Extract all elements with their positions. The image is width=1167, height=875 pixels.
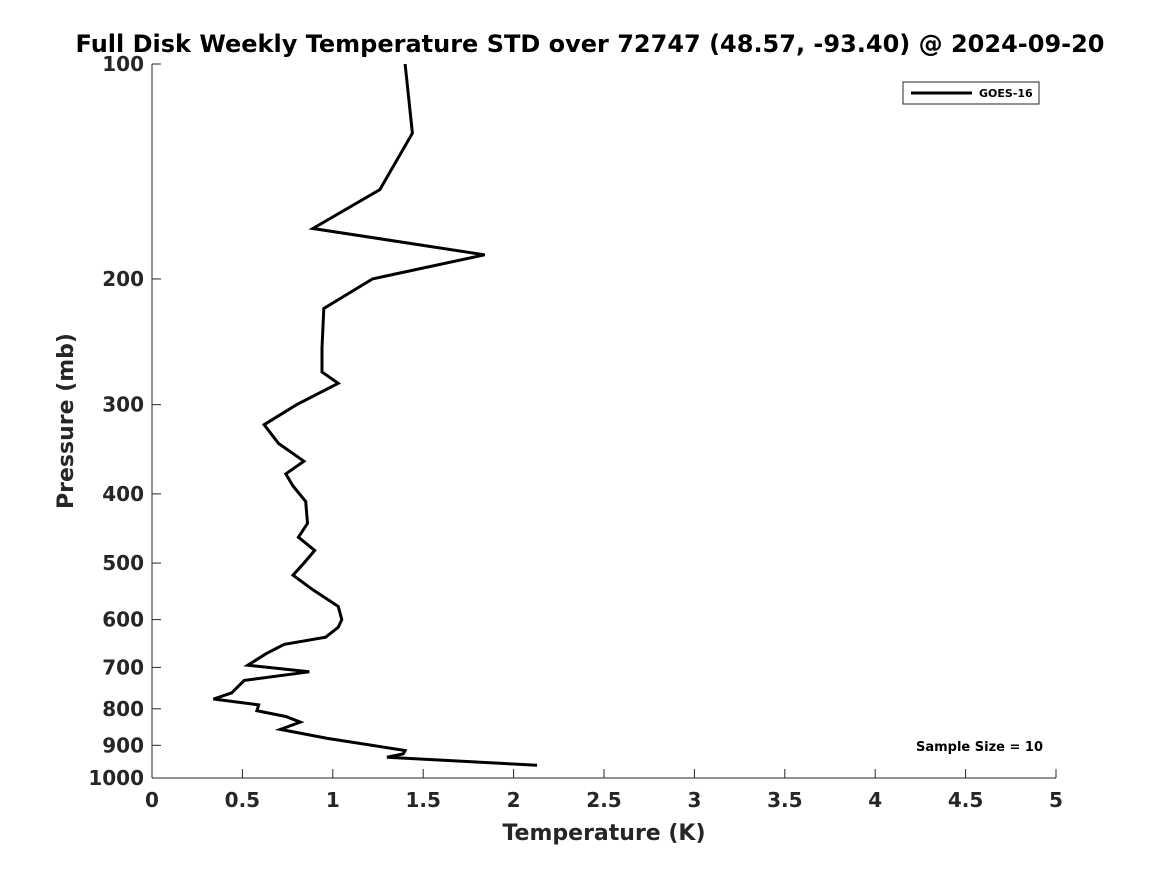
x-ticks: 0 0.5 1 1.5 2 2.5 3 3.5 4 4.5 5	[145, 769, 1063, 812]
x-tick-label: 1.5	[405, 788, 440, 812]
legend-entry: GOES-16	[979, 87, 1033, 100]
y-tick-label: 200	[102, 267, 144, 291]
y-ticks: 100 200 300 400 500 600 700 800 900 1000	[88, 52, 161, 790]
sample-size-annotation: Sample Size = 10	[916, 740, 1043, 755]
series-line-goes-16	[213, 63, 538, 767]
y-tick-label: 700	[102, 655, 144, 679]
y-tick-label: 800	[102, 697, 144, 721]
x-tick-label: 3	[687, 788, 701, 812]
x-tick-label: 4.5	[948, 788, 983, 812]
x-tick-label: 1	[326, 788, 340, 812]
x-tick-label: 2	[507, 788, 521, 812]
plot-area	[152, 64, 1056, 778]
chart-title: Full Disk Weekly Temperature STD over 72…	[76, 30, 1105, 58]
y-tick-label: 100	[102, 52, 144, 76]
y-tick-label: 1000	[88, 766, 144, 790]
y-tick-label: 400	[102, 482, 144, 506]
x-tick-label: 5	[1049, 788, 1063, 812]
y-tick-label: 500	[102, 551, 144, 575]
x-tick-label: 0.5	[225, 788, 260, 812]
x-tick-label: 2.5	[586, 788, 621, 812]
y-tick-label: 300	[102, 393, 144, 417]
x-tick-label: 3.5	[767, 788, 802, 812]
x-axis-label: Temperature (K)	[502, 821, 705, 846]
y-axis-label: Pressure (mb)	[54, 333, 79, 509]
legend: GOES-16	[902, 81, 1040, 105]
y-tick-label: 900	[102, 733, 144, 757]
y-tick-label: 600	[102, 608, 144, 632]
x-tick-label: 4	[868, 788, 882, 812]
x-tick-label: 0	[145, 788, 159, 812]
